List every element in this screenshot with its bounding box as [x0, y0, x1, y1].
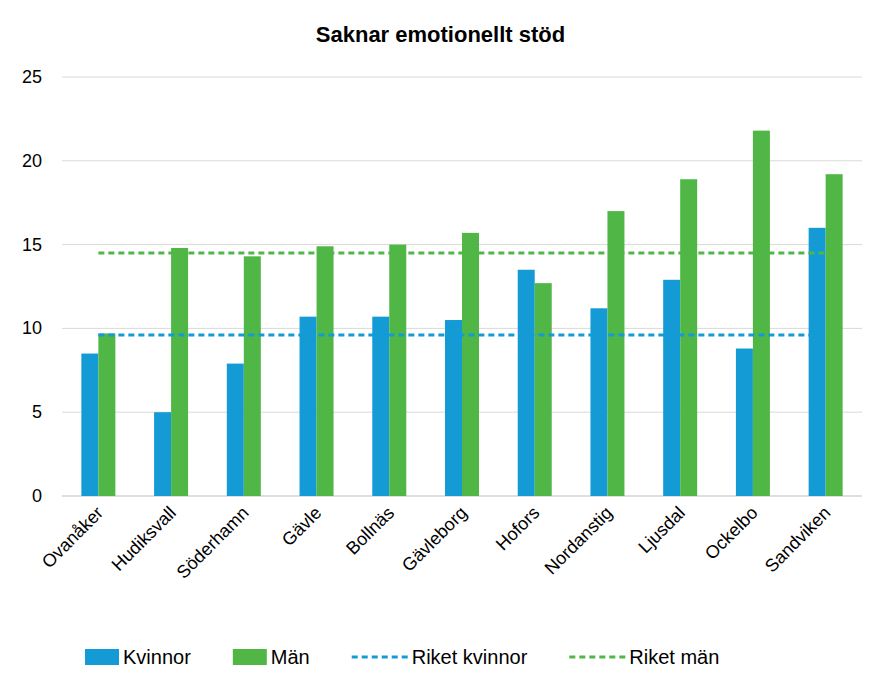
bar — [317, 246, 334, 496]
reference-line — [98, 334, 825, 337]
bar — [753, 131, 770, 496]
bar — [535, 283, 552, 496]
legend-swatch — [352, 656, 408, 659]
bar — [244, 256, 261, 496]
x-tick-label: Ockelbo — [701, 503, 762, 564]
legend-label: Riket män — [629, 646, 719, 668]
bar — [81, 354, 98, 496]
bar — [372, 317, 389, 496]
chart-container: Saknar emotionellt stöd 0 5 10 15 20 25 Ovanåke… — [0, 0, 885, 688]
y-tick-label: 15 — [22, 235, 42, 255]
bar — [462, 233, 479, 496]
legend: Kvinnor Män Riket kvinnor Riket män — [85, 646, 719, 668]
bar — [736, 349, 753, 496]
grid-line — [62, 160, 862, 161]
x-tick-label: Gävleborg — [398, 503, 471, 576]
bar — [826, 174, 843, 496]
bar — [663, 280, 680, 496]
bar — [445, 320, 462, 496]
bar — [98, 333, 115, 496]
y-tick-label: 20 — [22, 151, 42, 171]
bar — [300, 317, 317, 496]
legend-label: Kvinnor — [123, 646, 191, 668]
background — [0, 0, 885, 688]
x-tick-label: Hudiksvall — [108, 503, 180, 575]
bar — [809, 228, 826, 496]
x-tick-label: Ovanåker — [38, 503, 107, 572]
chart-svg: Saknar emotionellt stöd 0 5 10 15 20 25 Ovanåke… — [0, 0, 885, 688]
legend-label: Riket kvinnor — [412, 646, 528, 668]
x-tick-label: Gävle — [278, 503, 325, 550]
x-tick-label: Sandviken — [761, 503, 835, 577]
bar — [171, 248, 188, 496]
x-tick-label: Söderhamn — [173, 503, 253, 583]
grid-line — [62, 77, 862, 78]
title: Saknar emotionellt stöd — [316, 22, 565, 47]
x-tick-label: Nordanstig — [541, 503, 617, 579]
bar — [389, 245, 406, 496]
plot-area — [81, 131, 842, 496]
x-tick-label: Bollnäs — [342, 503, 398, 559]
reference-line — [98, 251, 825, 254]
x-tick-label: Hofors — [492, 503, 544, 555]
y-tick-label: 10 — [22, 318, 42, 338]
bar — [227, 364, 244, 496]
legend-swatch — [569, 656, 625, 659]
bar — [680, 179, 697, 496]
y-tick-label: 5 — [32, 402, 42, 422]
y-tick-label: 0 — [32, 486, 42, 506]
bar — [518, 270, 535, 496]
x-tick-label: Ljusdal — [635, 503, 689, 557]
bar — [154, 412, 171, 496]
legend-swatch — [85, 649, 119, 665]
y-tick-label: 25 — [22, 67, 42, 87]
legend-label: Män — [271, 646, 310, 668]
legend-swatch — [233, 649, 267, 665]
